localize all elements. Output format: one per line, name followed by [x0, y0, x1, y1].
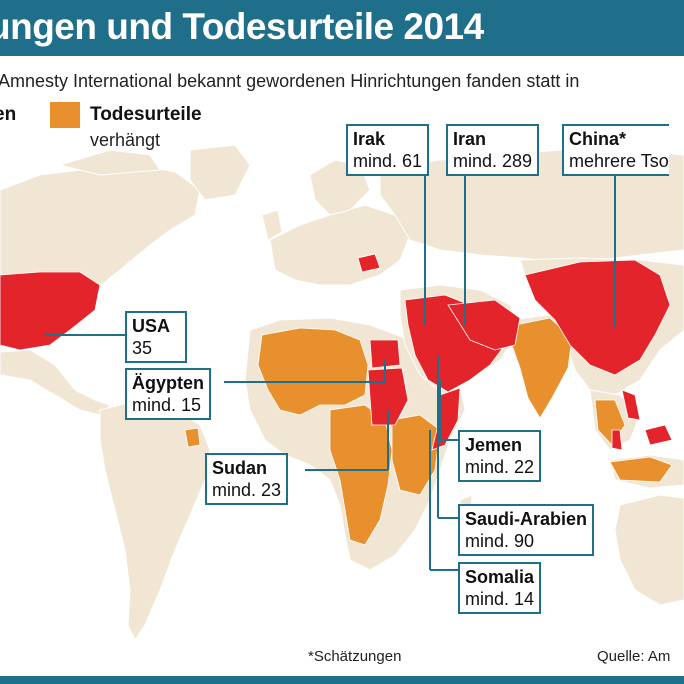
callout-name: Iran: [453, 129, 487, 149]
region-indonesia-orange: [609, 456, 673, 483]
legend-sentences-swatch: [50, 102, 80, 128]
callout-irak: Irak mind. 61: [346, 124, 430, 176]
leader-lines: [45, 170, 616, 571]
land-south-america: [99, 399, 211, 642]
land-canada-north: [58, 149, 161, 176]
region-vietnam: [621, 389, 641, 421]
callout-somalia: Somalia mind. 14: [458, 562, 542, 614]
region-guyana: [184, 427, 201, 448]
callout-value: 35: [132, 338, 153, 358]
callout-name: USA: [132, 316, 171, 336]
region-singapore-area: [611, 429, 623, 451]
callout-name: Ägypten: [132, 373, 204, 393]
land-uk: [261, 209, 283, 241]
map-subtitle: Amnesty International bekannt gewordenen…: [0, 71, 580, 91]
callout-value: mind. 15: [132, 395, 202, 415]
callout-name: Somalia: [465, 567, 535, 587]
callout-saudi-arabien: Saudi-Arabien mind. 90: [458, 504, 595, 556]
region-west-africa: [257, 327, 369, 416]
callout-name: Sudan: [212, 458, 268, 478]
callout-value: mind. 61: [353, 151, 423, 171]
region-east-africa: [391, 414, 441, 496]
callout-jemen: Jemen mind. 22: [458, 430, 542, 482]
region-belarus: [357, 253, 381, 273]
region-malaysia: [644, 424, 673, 446]
callout-usa: USA 35: [125, 311, 187, 363]
callout-value: mind. 22: [465, 457, 535, 477]
region-usa: [0, 271, 101, 351]
land-greenland: [189, 144, 251, 201]
legend-sentences-sublabel: verhängt: [90, 130, 161, 150]
callout-value: mind. 90: [465, 531, 535, 551]
region-egypt: [369, 339, 401, 369]
land-australia: [614, 494, 684, 606]
callout-name: Jemen: [465, 435, 523, 455]
map-title: ungen und Todesurteile 2014: [0, 6, 484, 47]
callout-value: mind. 14: [465, 589, 535, 609]
callout-name: Saudi-Arabien: [465, 509, 588, 529]
sentences-layer: [184, 317, 673, 546]
callout-name: China*: [569, 129, 627, 149]
callout-value: mehrere Tso: [569, 151, 669, 171]
source-label: Quelle: Am: [597, 648, 671, 665]
callout-aegypten: Ägypten mind. 15: [125, 368, 211, 420]
land-europe: [269, 204, 411, 286]
callout-value: mind. 289: [453, 151, 533, 171]
footnote: *Schätzungen: [308, 648, 402, 665]
legend-sentences-label: Todesurteile: [90, 104, 202, 125]
region-china: [524, 259, 671, 376]
callout-value: mind. 23: [212, 480, 282, 500]
callout-sudan: Sudan mind. 23: [205, 453, 289, 505]
callout-iran: Iran mind. 289: [446, 124, 540, 176]
land-central-america: [0, 349, 111, 416]
callout-name: Irak: [353, 129, 386, 149]
title-bar: ungen und Todesurteile 2014: [0, 0, 684, 56]
legend-executions-label: en: [0, 104, 17, 125]
callout-china: China* mehrere Tso: [562, 124, 669, 176]
bottom-bar: [0, 676, 684, 684]
